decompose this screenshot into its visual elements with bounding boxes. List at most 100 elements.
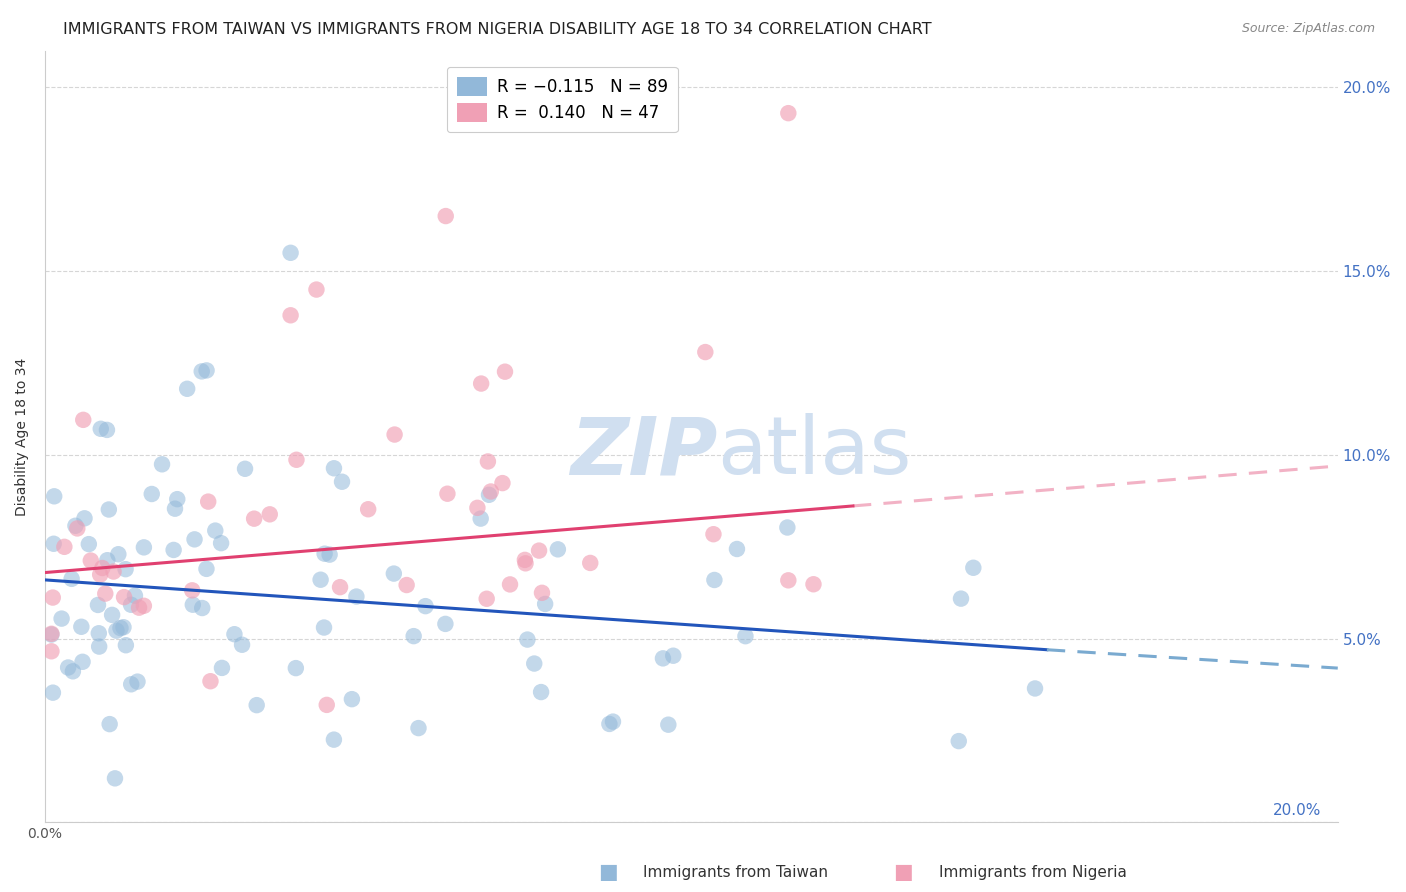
Point	[132, 541, 155, 555]
Point	[120, 677, 142, 691]
Point	[703, 573, 725, 587]
Point	[51, 612, 73, 626]
Point	[384, 427, 406, 442]
Point	[285, 452, 308, 467]
Point	[112, 620, 135, 634]
Point	[181, 598, 204, 612]
Point	[949, 591, 972, 606]
Point	[467, 500, 489, 515]
Point	[530, 685, 553, 699]
Point	[523, 657, 546, 671]
Text: ZIP: ZIP	[569, 413, 717, 491]
Point	[190, 364, 212, 378]
Point	[128, 600, 150, 615]
Point	[702, 527, 724, 541]
Point	[65, 518, 87, 533]
Point	[87, 626, 110, 640]
Point	[330, 475, 353, 489]
Point	[477, 454, 499, 468]
Point	[329, 580, 352, 594]
Point	[80, 553, 103, 567]
Point	[103, 565, 125, 579]
Text: Immigrants from Nigeria: Immigrants from Nigeria	[939, 865, 1126, 880]
Point	[90, 422, 112, 436]
Point	[494, 365, 516, 379]
Point	[415, 599, 437, 614]
Point	[662, 648, 685, 663]
Text: 20.0%: 20.0%	[1272, 803, 1320, 818]
Point	[42, 537, 65, 551]
Point	[115, 638, 138, 652]
Point	[314, 547, 336, 561]
Point	[470, 511, 492, 525]
Point	[499, 577, 522, 591]
Point	[42, 591, 65, 605]
Point	[695, 345, 717, 359]
Point	[105, 624, 128, 638]
Point	[127, 674, 149, 689]
Point	[163, 501, 186, 516]
Point	[598, 717, 620, 731]
Point	[434, 209, 457, 223]
Point	[513, 553, 536, 567]
Text: Immigrants from Taiwan: Immigrants from Taiwan	[643, 865, 828, 880]
Point	[112, 590, 135, 604]
Point	[94, 586, 117, 600]
Point	[233, 462, 256, 476]
Point	[280, 308, 302, 322]
Point	[516, 632, 538, 647]
Text: IMMIGRANTS FROM TAIWAN VS IMMIGRANTS FROM NIGERIA DISABILITY AGE 18 TO 34 CORREL: IMMIGRANTS FROM TAIWAN VS IMMIGRANTS FRO…	[63, 22, 932, 37]
Point	[652, 651, 675, 665]
Point	[132, 599, 155, 613]
Point	[41, 627, 63, 641]
Point	[479, 484, 502, 499]
Point	[53, 540, 76, 554]
Point	[408, 721, 430, 735]
Point	[41, 627, 63, 641]
Point	[382, 566, 405, 581]
Point	[579, 556, 602, 570]
Point	[948, 734, 970, 748]
Legend: R = −0.115   N = 89, R =  0.140   N = 47: R = −0.115 N = 89, R = 0.140 N = 47	[447, 67, 678, 132]
Point	[141, 487, 163, 501]
Point	[315, 698, 337, 712]
Point	[62, 665, 84, 679]
Point	[200, 674, 222, 689]
Point	[734, 629, 756, 643]
Point	[470, 376, 492, 391]
Point	[110, 621, 132, 635]
Point	[534, 597, 557, 611]
Point	[124, 589, 146, 603]
Point	[231, 638, 253, 652]
Point	[475, 591, 498, 606]
Point	[776, 520, 799, 534]
Point	[150, 458, 173, 472]
Point	[1024, 681, 1046, 696]
Point	[962, 561, 984, 575]
Point	[195, 363, 218, 377]
Point	[66, 521, 89, 535]
Y-axis label: Disability Age 18 to 34: Disability Age 18 to 34	[15, 358, 30, 516]
Point	[657, 717, 679, 731]
Point	[803, 577, 825, 591]
Point	[491, 476, 513, 491]
Point	[204, 524, 226, 538]
Point	[280, 245, 302, 260]
Point	[547, 542, 569, 557]
Point	[41, 644, 63, 658]
Point	[60, 572, 83, 586]
Point	[166, 492, 188, 507]
Point	[97, 502, 120, 516]
Point	[527, 543, 550, 558]
Point	[104, 772, 127, 786]
Point	[176, 382, 198, 396]
Text: atlas: atlas	[717, 413, 911, 491]
Point	[357, 502, 380, 516]
Point	[284, 661, 307, 675]
Point	[309, 573, 332, 587]
Point	[98, 717, 121, 731]
Point	[322, 732, 344, 747]
Point	[224, 627, 246, 641]
Point	[70, 620, 93, 634]
Point	[114, 562, 136, 576]
